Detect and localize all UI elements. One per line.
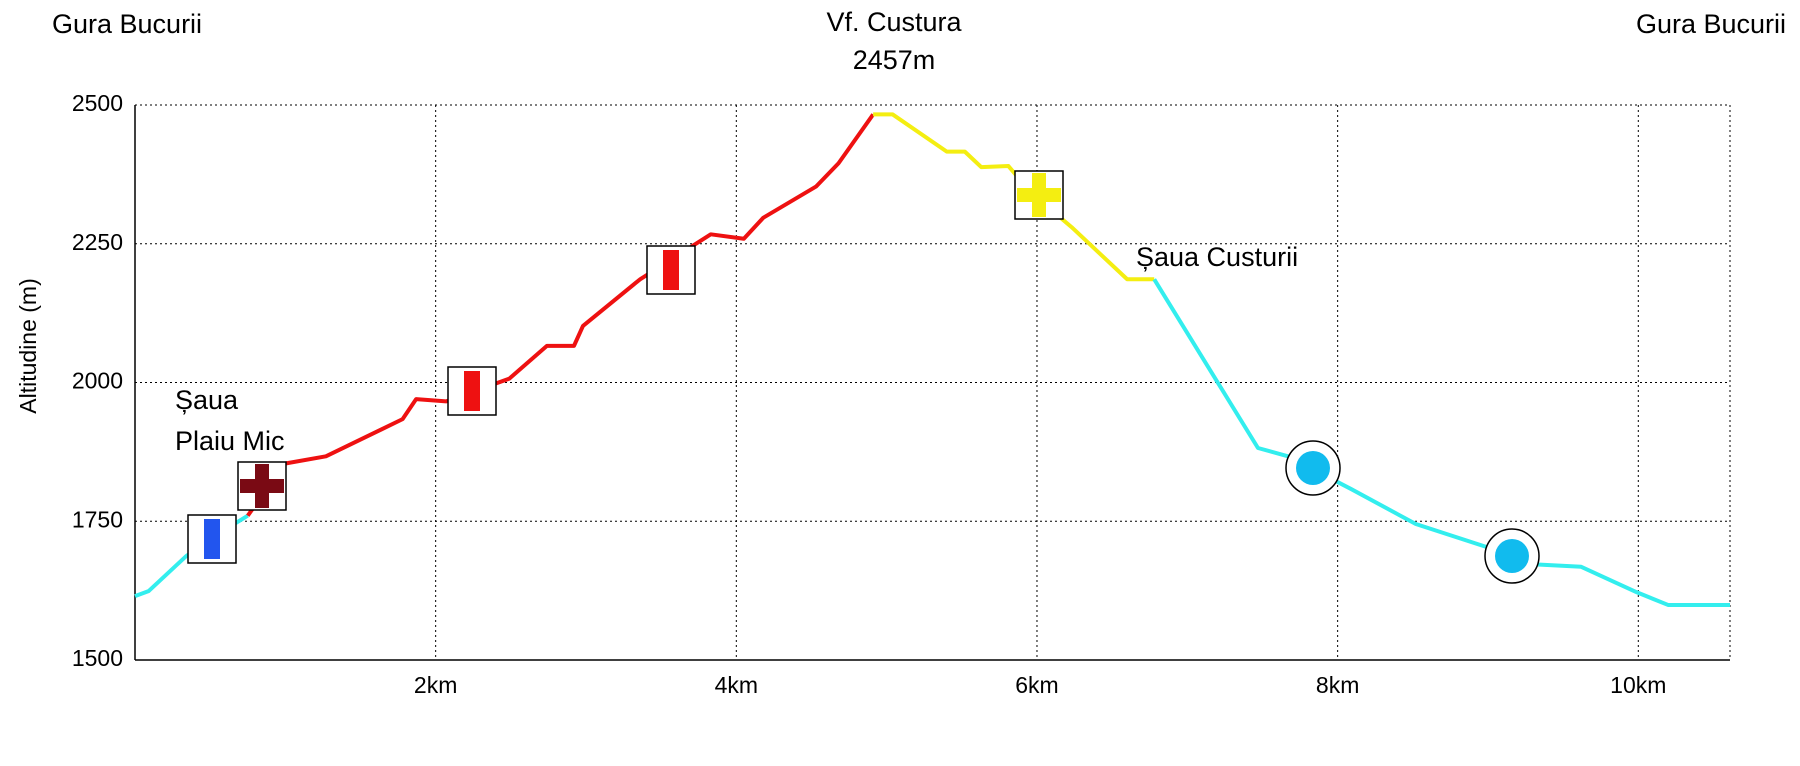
marker-blue-stripe	[187, 514, 237, 564]
y-tick-label: 2500	[72, 90, 123, 116]
annotation: 2457m	[853, 45, 936, 75]
annotation: Vf. Custura	[826, 7, 962, 37]
marker-red-stripe	[447, 366, 497, 416]
x-tick-label: 8km	[1316, 672, 1359, 698]
annotation: Gura Bucurii	[1636, 9, 1786, 39]
annotation: Gura Bucurii	[52, 9, 202, 39]
marker-red-stripe	[646, 245, 696, 295]
elevation-line	[873, 112, 1155, 282]
trail-markers	[187, 170, 1540, 584]
x-tick-label: 10km	[1610, 672, 1666, 698]
y-tick-label: 1750	[72, 506, 123, 532]
marker-blue-dot	[1484, 528, 1540, 584]
marker-red-cross	[237, 461, 287, 511]
marker-blue-dot	[1285, 440, 1341, 496]
annotation: Șaua Custurii	[1136, 242, 1298, 272]
y-tick-label: 2250	[72, 229, 123, 255]
profile-layer	[134, 112, 1730, 608]
annotation: Plaiu Mic	[175, 426, 285, 456]
x-tick-label: 4km	[715, 672, 758, 698]
grid-layer	[135, 104, 1730, 661]
elevation-line	[1152, 278, 1730, 608]
marker-yellow-cross	[1014, 170, 1064, 220]
y-tick-label: 2000	[72, 368, 123, 394]
y-axis-label: Altitudine (m)	[15, 278, 41, 413]
x-tick-label: 2km	[414, 672, 457, 698]
elevation-line	[246, 113, 875, 517]
y-tick-label: 1500	[72, 645, 123, 671]
x-tick-label: 6km	[1015, 672, 1058, 698]
annotation: Șaua	[175, 385, 239, 415]
